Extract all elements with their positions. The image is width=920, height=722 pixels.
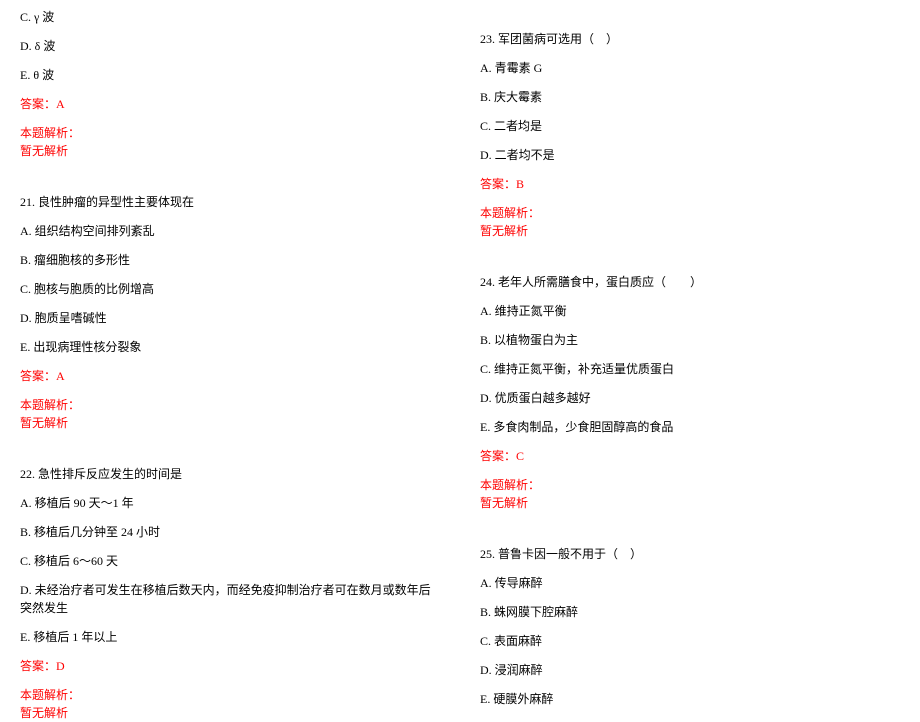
q23-analysis-label: 本题解析：	[480, 204, 900, 222]
q23-option-a: A. 青霉素 G	[480, 59, 900, 77]
q23-analysis-text: 暂无解析	[480, 222, 900, 240]
q25-option-a: A. 传导麻醉	[480, 574, 900, 592]
q21-option-a: A. 组织结构空间排列紊乱	[20, 222, 440, 240]
q22-analysis-label: 本题解析：	[20, 686, 440, 704]
q21-option-c: C. 胞核与胞质的比例增高	[20, 280, 440, 298]
q22-stem: 22. 急性排斥反应发生的时间是	[20, 465, 440, 483]
q23-stem: 23. 军团菌病可选用（ ）	[480, 30, 900, 48]
q22-option-a: A. 移植后 90 天～1 年	[20, 494, 440, 512]
q22-option-d: D. 未经治疗者可发生在移植后数天内，而经免疫抑制治疗者可在数月或数年后突然发生	[20, 581, 440, 617]
q20-option-e: E. θ 波	[20, 66, 440, 84]
q22-answer: 答案：D	[20, 657, 440, 675]
q21-analysis-text: 暂无解析	[20, 414, 440, 432]
q25-option-d: D. 浸润麻醉	[480, 661, 900, 679]
spacer	[480, 8, 900, 30]
q23-answer: 答案：B	[480, 175, 900, 193]
q24-stem: 24. 老年人所需膳食中，蛋白质应（ ）	[480, 273, 900, 291]
left-column: C. γ 波 D. δ 波 E. θ 波 答案：A 本题解析： 暂无解析 21.…	[20, 8, 440, 643]
q23-option-d: D. 二者均不是	[480, 146, 900, 164]
q22-option-c: C. 移植后 6～60 天	[20, 552, 440, 570]
q24-option-c: C. 维持正氮平衡，补充适量优质蛋白	[480, 360, 900, 378]
spacer	[20, 443, 440, 465]
q23-option-b: B. 庆大霉素	[480, 88, 900, 106]
q25-option-c: C. 表面麻醉	[480, 632, 900, 650]
q21-option-b: B. 瘤细胞核的多形性	[20, 251, 440, 269]
q21-answer: 答案：A	[20, 367, 440, 385]
q20-option-c: C. γ 波	[20, 8, 440, 26]
q24-analysis-text: 暂无解析	[480, 494, 900, 512]
q24-answer: 答案：C	[480, 447, 900, 465]
q24-option-e: E. 多食肉制品，少食胆固醇高的食品	[480, 418, 900, 436]
q24-option-b: B. 以植物蛋白为主	[480, 331, 900, 349]
q21-analysis-label: 本题解析：	[20, 396, 440, 414]
spacer	[480, 251, 900, 273]
spacer	[20, 171, 440, 193]
spacer	[480, 523, 900, 545]
content-columns: C. γ 波 D. δ 波 E. θ 波 答案：A 本题解析： 暂无解析 21.…	[20, 8, 900, 643]
q25-option-e: E. 硬膜外麻醉	[480, 690, 900, 708]
q24-option-a: A. 维持正氮平衡	[480, 302, 900, 320]
q20-option-d: D. δ 波	[20, 37, 440, 55]
q24-option-d: D. 优质蛋白越多越好	[480, 389, 900, 407]
q21-option-e: E. 出现病理性核分裂象	[20, 338, 440, 356]
q24-analysis-label: 本题解析：	[480, 476, 900, 494]
right-column: 23. 军团菌病可选用（ ） A. 青霉素 G B. 庆大霉素 C. 二者均是 …	[480, 8, 900, 643]
q25-stem: 25. 普鲁卡因一般不用于（ ）	[480, 545, 900, 563]
q21-stem: 21. 良性肿瘤的异型性主要体现在	[20, 193, 440, 211]
q20-analysis-label: 本题解析：	[20, 124, 440, 142]
q22-analysis-text: 暂无解析	[20, 704, 440, 722]
q20-analysis-text: 暂无解析	[20, 142, 440, 160]
q22-option-e: E. 移植后 1 年以上	[20, 628, 440, 646]
q20-answer: 答案：A	[20, 95, 440, 113]
q23-option-c: C. 二者均是	[480, 117, 900, 135]
q22-option-b: B. 移植后几分钟至 24 小时	[20, 523, 440, 541]
q21-option-d: D. 胞质呈嗜碱性	[20, 309, 440, 327]
q25-option-b: B. 蛛网膜下腔麻醉	[480, 603, 900, 621]
